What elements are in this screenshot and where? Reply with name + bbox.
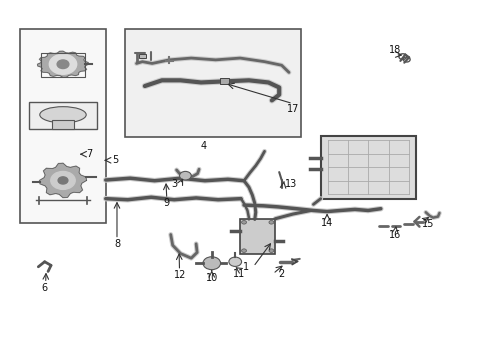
- Text: 12: 12: [174, 270, 187, 280]
- Circle shape: [58, 177, 68, 184]
- Bar: [125, 30, 301, 137]
- Text: 3: 3: [171, 179, 177, 189]
- Circle shape: [49, 54, 76, 74]
- Bar: [20, 30, 106, 223]
- Text: 6: 6: [42, 283, 48, 293]
- Text: 1: 1: [243, 262, 249, 272]
- Text: 8: 8: [114, 239, 120, 249]
- Bar: [52, 120, 74, 129]
- Text: 5: 5: [112, 155, 119, 165]
- Text: 15: 15: [422, 219, 435, 229]
- Polygon shape: [38, 51, 88, 77]
- Text: 17: 17: [287, 104, 299, 114]
- Bar: [139, 54, 146, 58]
- Text: 9: 9: [164, 198, 170, 208]
- Text: 14: 14: [321, 218, 333, 228]
- Bar: [240, 220, 275, 253]
- Bar: [321, 136, 416, 199]
- Circle shape: [269, 221, 274, 224]
- Text: 13: 13: [285, 179, 297, 189]
- Circle shape: [51, 171, 75, 189]
- Text: 2: 2: [278, 269, 285, 279]
- Circle shape: [242, 221, 246, 224]
- Circle shape: [203, 257, 220, 270]
- Text: 16: 16: [390, 230, 402, 239]
- Text: 4: 4: [200, 141, 206, 151]
- Circle shape: [242, 249, 246, 252]
- Bar: [29, 102, 97, 129]
- Circle shape: [229, 257, 242, 266]
- Text: 10: 10: [206, 273, 218, 283]
- Bar: [220, 78, 229, 84]
- Circle shape: [269, 249, 274, 252]
- Circle shape: [179, 171, 191, 180]
- Text: 11: 11: [233, 269, 245, 279]
- Ellipse shape: [40, 107, 86, 123]
- Circle shape: [57, 60, 69, 68]
- Polygon shape: [40, 163, 86, 198]
- Text: 7: 7: [87, 149, 93, 159]
- Text: 18: 18: [390, 45, 402, 55]
- Bar: [41, 54, 85, 77]
